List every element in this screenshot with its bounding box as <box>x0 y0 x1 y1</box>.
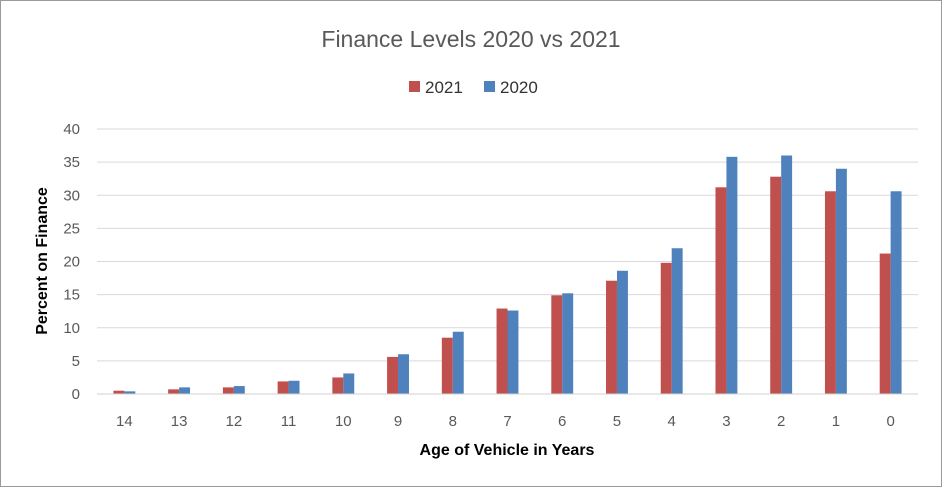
x-tick-label: 6 <box>558 413 566 430</box>
y-tick-label: 10 <box>63 320 80 337</box>
bar-2021-age-12 <box>222 387 234 395</box>
x-tick-label: 12 <box>225 413 242 430</box>
y-tick-label: 0 <box>72 386 80 403</box>
y-tick-label: 35 <box>63 154 80 171</box>
x-tick-label: 1 <box>832 413 840 430</box>
bar-2020-age-5 <box>616 270 628 394</box>
bar-2021-age-11 <box>277 381 289 394</box>
legend-label-2020: 2020 <box>500 78 538 97</box>
legend-swatch-2021 <box>409 81 420 92</box>
bar-2020-age-12 <box>233 386 245 394</box>
bar-2021-age-6 <box>551 295 563 394</box>
bar-2021-age-13 <box>168 389 180 394</box>
bar-2020-age-9 <box>398 354 409 394</box>
bar-2020-age-2 <box>781 155 793 394</box>
x-tick-label: 2 <box>777 413 785 430</box>
y-tick-label: 30 <box>63 187 80 204</box>
legend-label-2021: 2021 <box>425 78 463 97</box>
x-tick-label: 8 <box>449 413 457 430</box>
x-tick-label: 7 <box>503 413 511 430</box>
bar-2021-age-2 <box>770 176 782 394</box>
y-tick-label: 15 <box>63 287 80 304</box>
bar-2021-age-10 <box>332 377 344 394</box>
x-tick-label: 3 <box>722 413 730 430</box>
bar-2020-age-1 <box>835 168 847 394</box>
bar-2020-age-6 <box>562 293 574 394</box>
x-tick-label: 4 <box>668 413 676 430</box>
gridlines <box>97 128 918 362</box>
y-axis-label: Percent on Finance <box>34 187 51 335</box>
bar-2021-age-4 <box>660 262 672 394</box>
legend-swatch-2020 <box>484 81 495 92</box>
x-tick-label: 10 <box>335 413 352 430</box>
bar-2021-age-14 <box>113 390 125 394</box>
x-axis-label: Age of Vehicle in Years <box>420 442 595 459</box>
x-tick-label: 11 <box>281 413 297 430</box>
x-tick-label: 13 <box>171 413 188 430</box>
bar-2020-age-14 <box>124 391 136 394</box>
x-axis-ticks: 14 13 12 11 10 9 8 7 6 5 4 3 2 1 0 <box>116 413 895 430</box>
bar-2020-age-8 <box>452 331 464 394</box>
y-tick-label: 5 <box>72 353 80 370</box>
x-tick-label: 5 <box>613 413 621 430</box>
y-axis-ticks: 0 5 10 15 20 25 30 35 40 <box>63 121 80 403</box>
chart-title: Finance Levels 2020 vs 2021 <box>321 26 620 52</box>
bar-2020-age-10 <box>343 373 355 394</box>
x-tick-label: 9 <box>394 413 402 430</box>
bar-2021-age-5 <box>606 280 617 394</box>
bar-2021-age-3 <box>715 187 727 394</box>
bar-2020-age-4 <box>671 248 683 394</box>
bar-2020-age-7 <box>507 310 519 394</box>
bars <box>113 155 902 395</box>
bar-2020-age-0 <box>890 191 902 394</box>
bar-2021-age-1 <box>824 191 836 394</box>
bar-2020-age-13 <box>179 387 191 395</box>
bar-2021-age-9 <box>387 356 399 394</box>
bar-2021-age-0 <box>879 253 891 394</box>
bar-2020-age-3 <box>726 156 738 394</box>
bar-2021-age-8 <box>441 337 453 394</box>
y-tick-label: 20 <box>63 254 80 271</box>
y-tick-label: 40 <box>63 121 80 138</box>
bar-2020-age-11 <box>288 380 300 394</box>
y-tick-label: 25 <box>63 220 80 237</box>
x-tick-label: 14 <box>116 413 133 430</box>
legend: 2021 2020 <box>409 78 538 97</box>
x-tick-label: 0 <box>886 413 894 430</box>
bar-2021-age-7 <box>496 308 508 394</box>
